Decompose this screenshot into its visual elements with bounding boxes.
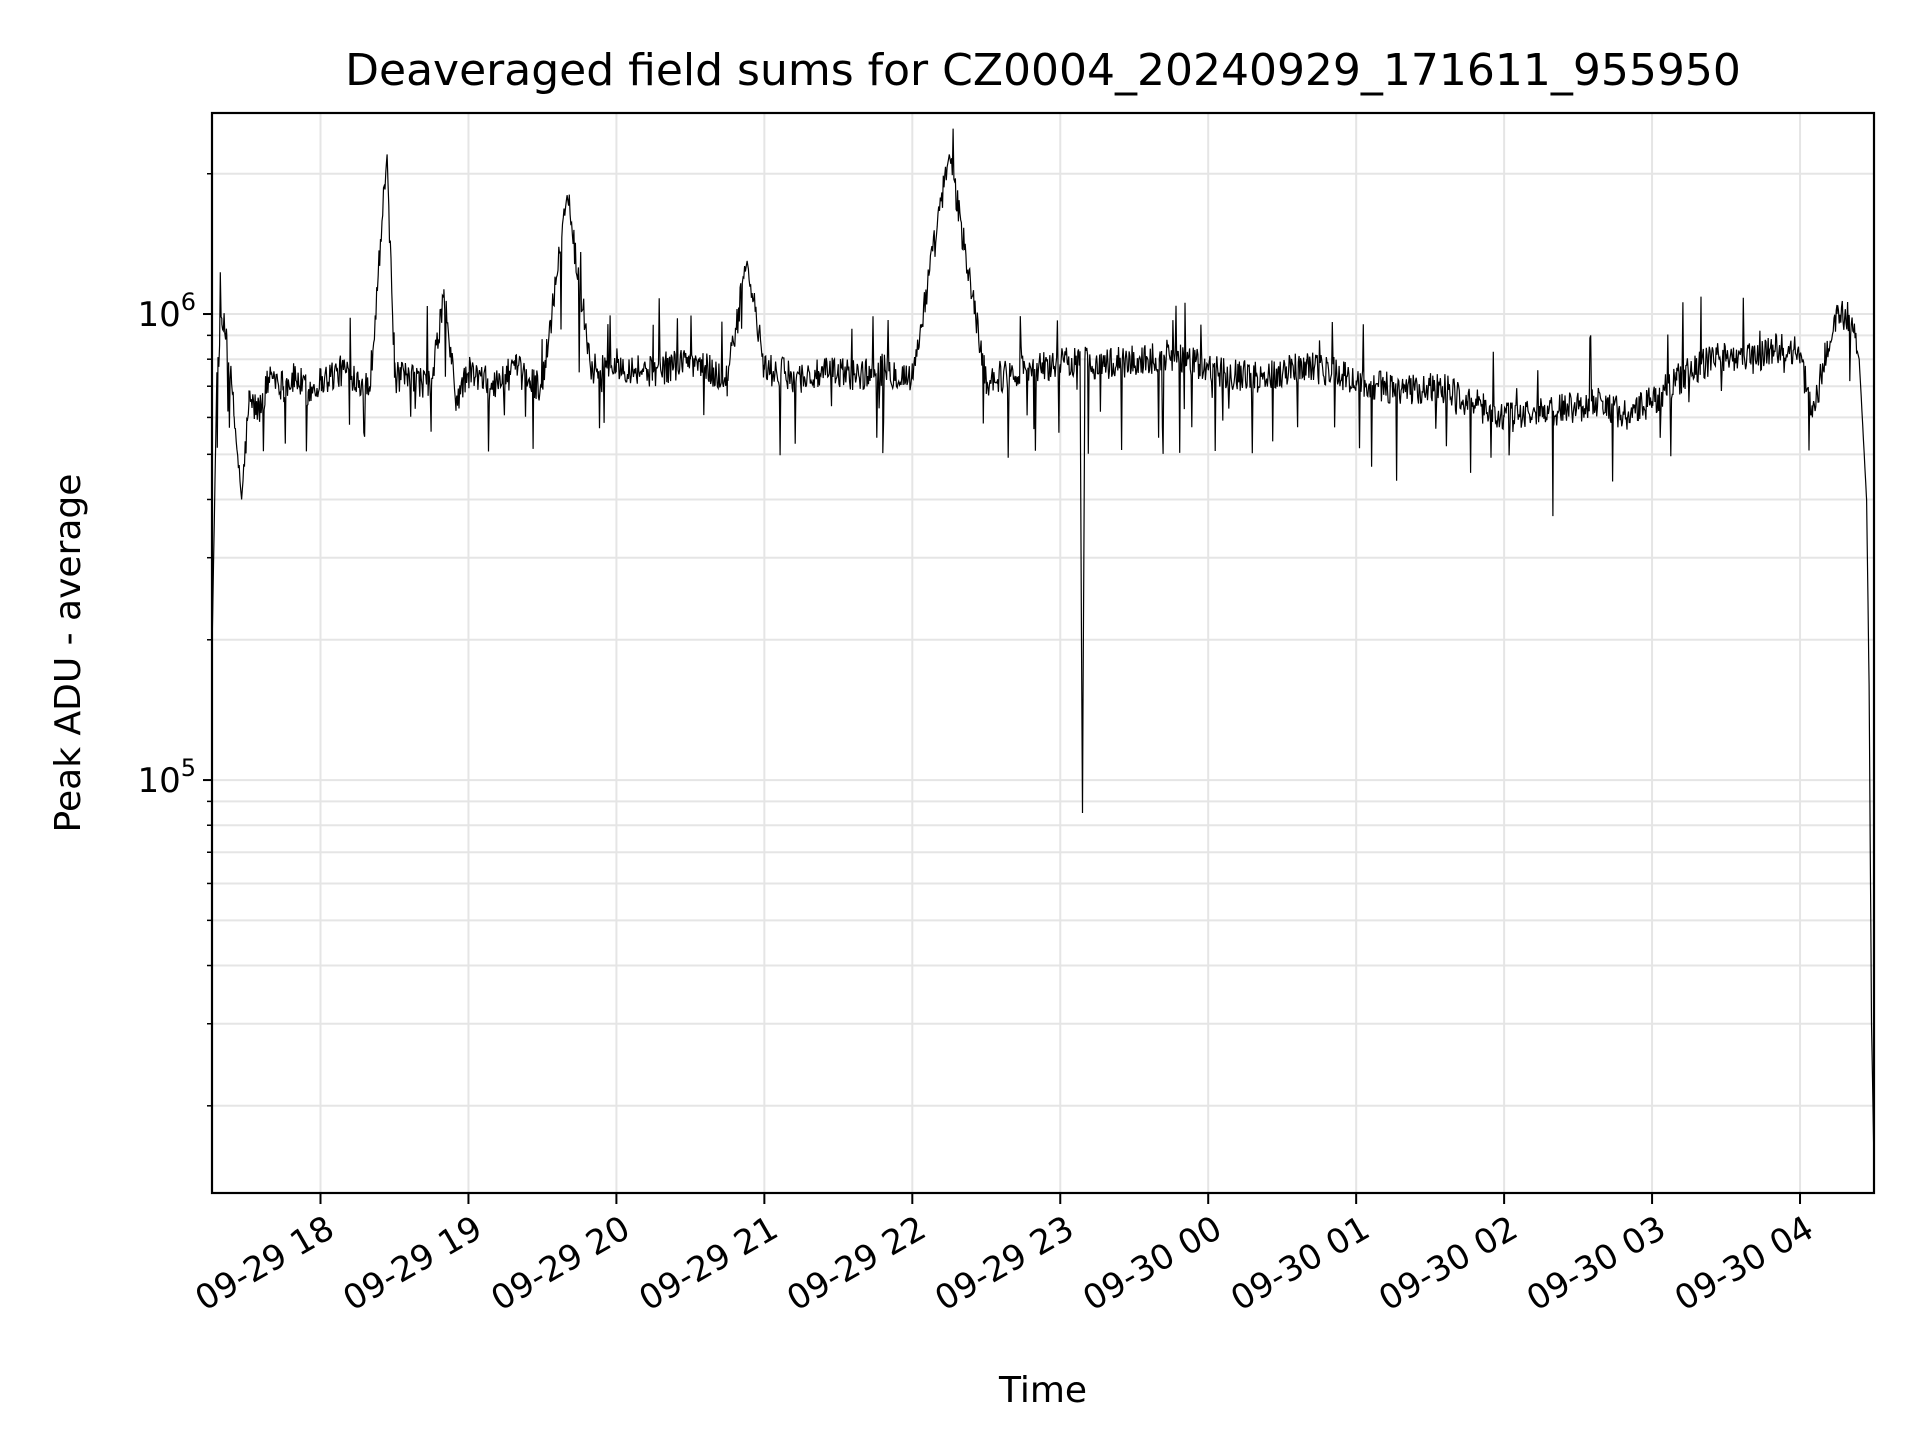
chart-title: Deaveraged field sums for CZ0004_2024092…: [345, 45, 1741, 96]
y-tick-label: 105: [137, 754, 196, 801]
y-tick-base: 10: [137, 761, 180, 801]
y-axis-label: Peak ADU - average: [48, 474, 89, 833]
y-tick-exponent: 6: [181, 288, 196, 316]
plot-frame: [210, 111, 1876, 1195]
y-tick-base: 10: [137, 295, 180, 335]
y-tick-exponent: 5: [181, 754, 196, 782]
series-line: [211, 128, 1875, 1165]
grid-lines: [212, 113, 1874, 1193]
x-axis-label: Time: [998, 1370, 1087, 1411]
y-tick-label: 106: [137, 288, 196, 335]
